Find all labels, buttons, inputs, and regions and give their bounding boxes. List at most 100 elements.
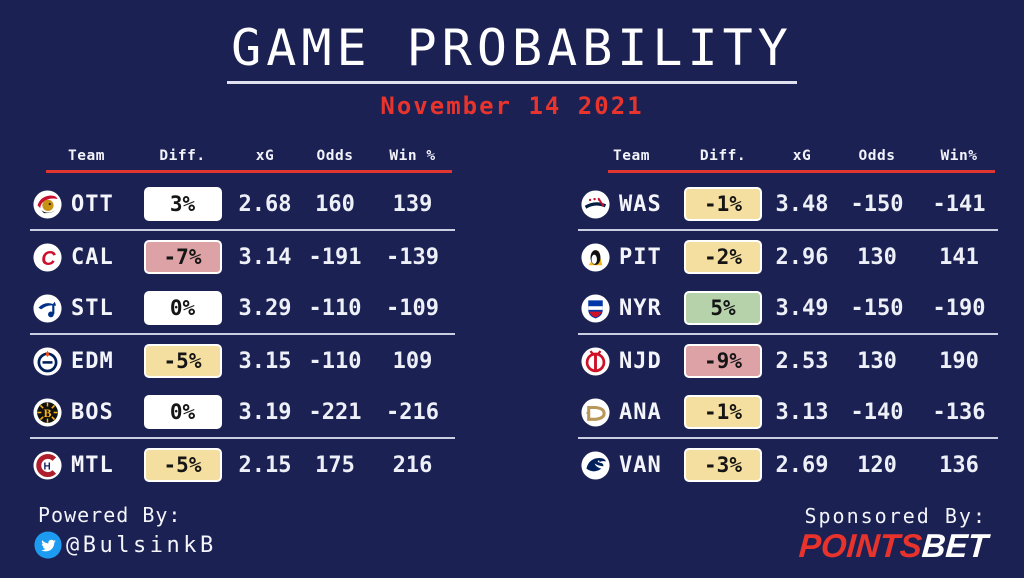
team-abbr: EDM	[71, 348, 114, 374]
xg-value: 3.13	[775, 399, 829, 425]
win-value: 109	[392, 348, 433, 374]
diff-badge: -7%	[143, 240, 222, 274]
header-underline	[46, 170, 452, 173]
diff-badge: -9%	[684, 344, 762, 378]
left-table-header: Team Diff. xG Odds Win %	[30, 145, 455, 167]
header-team: Team	[68, 148, 105, 164]
header-xg: xG	[255, 148, 275, 164]
table-row: NYR 5% 3.49 -150 -190	[578, 283, 998, 335]
diff-badge: 3%	[143, 187, 222, 221]
xg-value: 3.19	[238, 399, 292, 425]
team-abbr: CAL	[71, 244, 114, 270]
diff-badge: 0%	[143, 395, 222, 429]
odds-value: -191	[308, 244, 362, 270]
team-abbr: NJD	[619, 348, 662, 374]
header-xg: xG	[792, 148, 812, 164]
team-abbr: PIT	[619, 244, 662, 270]
table-row: OTT 3% 2.68 160 139	[30, 179, 455, 231]
team-abbr: WAS	[619, 191, 662, 217]
odds-value: 120	[857, 452, 897, 478]
team-abbr: ANA	[619, 399, 662, 425]
header-win: Win %	[389, 148, 436, 164]
win-value: -190	[932, 295, 986, 321]
pit-logo-icon	[581, 242, 610, 272]
diff-badge: -1%	[684, 187, 762, 221]
diff-badge: -5%	[143, 448, 222, 482]
diff-badge: -5%	[143, 344, 222, 378]
mtl-logo-icon: H	[33, 450, 62, 480]
was-logo-icon	[581, 189, 610, 219]
header-odds: Odds	[316, 148, 354, 164]
win-value: -216	[386, 399, 439, 425]
pointsbet-logo-points: POINTS	[797, 527, 924, 564]
win-value: 136	[939, 452, 979, 478]
table-row: VAN -3% 2.69 120 136	[578, 439, 998, 491]
win-value: 216	[392, 452, 433, 478]
van-logo-icon	[581, 450, 610, 480]
win-value: 139	[392, 191, 433, 217]
svg-text:C: C	[41, 247, 56, 269]
edm-logo-icon	[33, 346, 62, 376]
nyr-logo-icon	[581, 293, 610, 323]
date-subtitle: November 14 2021	[380, 92, 644, 120]
sponsored-by-label: Sponsored By:	[804, 504, 987, 528]
xg-value: 3.48	[775, 191, 829, 217]
xg-value: 2.53	[775, 348, 829, 374]
odds-value: 160	[315, 191, 355, 217]
right-table-header: Team Diff. xG Odds Win%	[578, 145, 998, 167]
xg-value: 3.29	[238, 295, 292, 321]
left-games-table: Team Diff. xG Odds Win % OTT 3% 2.68 160…	[30, 145, 455, 491]
ott-logo-icon	[33, 189, 62, 219]
powered-by-label: Powered By:	[38, 503, 182, 527]
odds-value: -110	[308, 348, 362, 374]
odds-value: 130	[857, 244, 897, 270]
team-abbr: OTT	[71, 191, 114, 217]
header-win: Win%	[940, 148, 978, 164]
header-underline	[608, 170, 995, 173]
header-team: Team	[613, 148, 650, 164]
win-value: -136	[932, 399, 986, 425]
diff-badge: 5%	[684, 291, 762, 325]
table-row: STL 0% 3.29 -110 -109	[30, 283, 455, 335]
pointsbet-logo: POINTSBET	[797, 527, 989, 565]
odds-value: 130	[857, 348, 897, 374]
xg-value: 3.49	[775, 295, 829, 321]
xg-value: 2.68	[238, 191, 292, 217]
win-value: -109	[386, 295, 439, 321]
table-row: EDM -5% 3.15 -110 109	[30, 335, 455, 387]
odds-value: -150	[850, 295, 904, 321]
xg-value: 3.15	[238, 348, 292, 374]
svg-text:H: H	[43, 461, 50, 472]
header-odds: Odds	[858, 148, 896, 164]
diff-badge: -1%	[684, 395, 762, 429]
odds-value: 175	[315, 452, 355, 478]
svg-text:B: B	[44, 406, 52, 419]
table-row: C CAL -7% 3.14 -191 -139	[30, 231, 455, 283]
table-row: B BOS 0% 3.19 -221 -216	[30, 387, 455, 439]
njd-logo-icon	[581, 346, 610, 376]
twitter-bird-icon	[34, 531, 62, 559]
diff-badge: -3%	[684, 448, 762, 482]
xg-value: 2.69	[775, 452, 829, 478]
right-games-table: Team Diff. xG Odds Win% WAS -1% 3.48 -15…	[578, 145, 998, 491]
team-abbr: VAN	[619, 452, 662, 478]
odds-value: -110	[308, 295, 362, 321]
table-row: PIT -2% 2.96 130 141	[578, 231, 998, 283]
odds-value: -140	[850, 399, 904, 425]
page-title: GAME PROBABILITY	[0, 20, 1024, 84]
win-value: -139	[386, 244, 439, 270]
header-diff: Diff.	[699, 148, 747, 164]
xg-value: 3.14	[238, 244, 292, 270]
cal-logo-icon: C	[33, 242, 62, 272]
win-value: -141	[932, 191, 986, 217]
team-abbr: BOS	[71, 399, 114, 425]
table-row: ANA -1% 3.13 -140 -136	[578, 387, 998, 439]
team-abbr: STL	[71, 295, 114, 321]
team-abbr: MTL	[71, 452, 114, 478]
xg-value: 2.96	[775, 244, 829, 270]
bos-logo-icon: B	[33, 397, 62, 427]
win-value: 190	[939, 348, 979, 374]
diff-badge: -2%	[684, 240, 762, 274]
team-abbr: NYR	[619, 295, 662, 321]
